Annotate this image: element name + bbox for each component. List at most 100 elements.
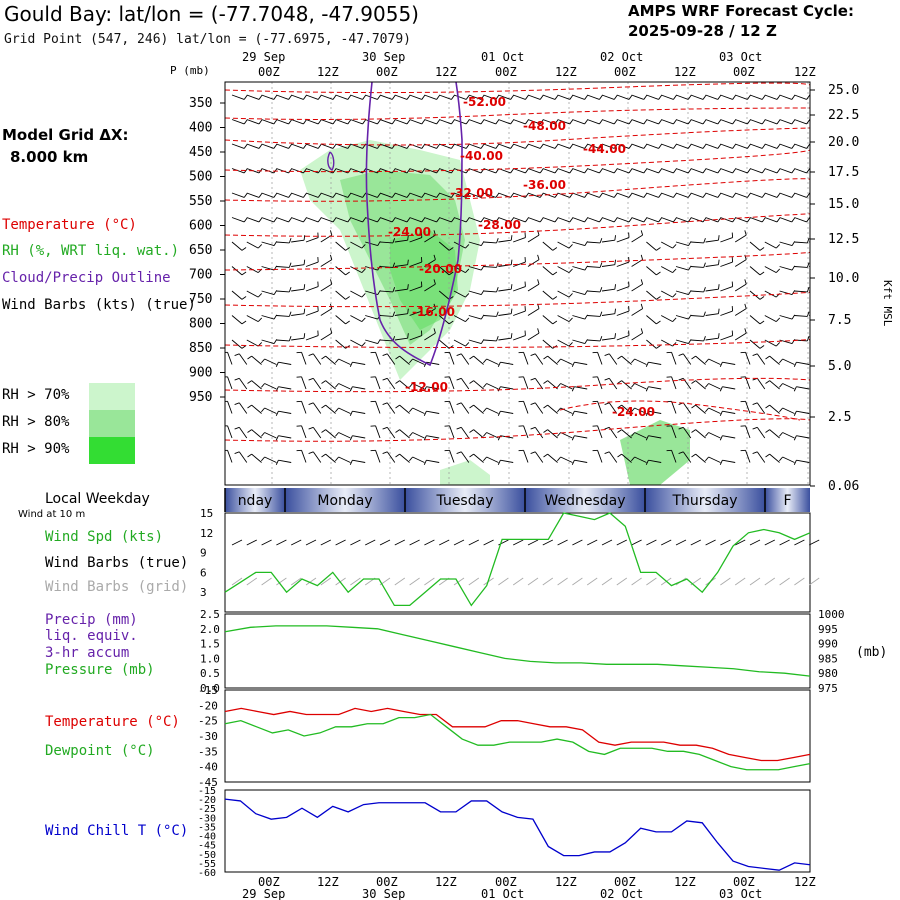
wind-barb-flag <box>640 328 644 334</box>
wind-barb-flag <box>234 402 240 405</box>
wind-barb-flag <box>614 308 616 314</box>
wind-barb <box>375 450 381 463</box>
wind-barb-flag <box>673 217 677 223</box>
wind-barb-flag <box>510 168 514 174</box>
wind-barb-flag <box>613 95 618 100</box>
wind-barb-flag <box>465 119 470 125</box>
wind-barb-flag <box>672 293 677 298</box>
wind-barb <box>453 339 466 347</box>
wind-barb-flag <box>687 144 692 149</box>
wind-barb <box>424 308 436 316</box>
wind-barb <box>720 335 733 341</box>
wind-barb-flag <box>456 402 462 405</box>
wind-barb <box>498 217 511 223</box>
wind-barb <box>722 435 736 439</box>
precip-tick-label: 2.0 <box>200 623 220 636</box>
wind-barb-flag <box>510 144 514 149</box>
wind-barb-flag <box>599 95 603 100</box>
temperature-contour <box>225 82 810 94</box>
wind-barb <box>394 168 408 174</box>
wind-barb <box>769 355 780 365</box>
wind-barb <box>375 425 381 439</box>
wind-barb <box>708 432 721 439</box>
wind-barb <box>796 459 810 463</box>
wind-barb-flag <box>678 451 684 454</box>
wind-barb <box>291 313 305 316</box>
temperature2-label: Temperature (°C) <box>45 714 180 730</box>
wind-barb-flag <box>361 317 366 322</box>
temp-tick-label: -25 <box>198 715 218 728</box>
wind-barb-flag <box>497 362 501 367</box>
top-hour-label: 00Z <box>614 65 636 79</box>
temperature-contour-label: -20.00 <box>419 262 462 276</box>
wind-barb <box>386 451 396 463</box>
wind-barb-flag <box>776 168 781 174</box>
precip-tick-label: 1.0 <box>200 652 220 665</box>
wind-barb-flag <box>382 402 388 405</box>
wind-barb <box>312 402 322 414</box>
wind-barb-flag <box>821 218 824 222</box>
wind-barb <box>338 456 351 463</box>
wind-barb-flag <box>793 386 797 392</box>
wind-barb <box>350 315 363 323</box>
wind-barb <box>483 241 497 244</box>
wind-barb-flag <box>759 247 765 251</box>
wind-barb <box>386 353 396 365</box>
wind-barb-flag <box>510 95 514 100</box>
wind-barb <box>449 401 455 414</box>
wind-barb-flag <box>571 362 575 367</box>
pressure-axis-title: P (mb) <box>170 64 210 77</box>
wind-barb <box>601 264 615 267</box>
wind-barb <box>409 261 422 267</box>
wind-barb-flag <box>613 119 618 125</box>
wind-barb <box>438 266 450 276</box>
wind-barb-flag <box>469 429 474 433</box>
wind-barb <box>291 337 305 341</box>
wind-barb-flag <box>273 339 278 344</box>
wind-barb-flag <box>382 426 388 430</box>
wind-barb-flag <box>247 429 252 433</box>
wind-barb-flag <box>321 380 326 384</box>
wind-barb-flag <box>687 193 692 198</box>
wind-barb-flag <box>332 217 337 223</box>
wind-barb <box>350 290 363 298</box>
wind-barb <box>756 378 766 390</box>
wind-barb <box>338 432 351 439</box>
wind-barb <box>350 143 363 149</box>
wind-barb-flag <box>599 168 603 174</box>
wind-barb <box>705 288 719 292</box>
wind-barb-grid <box>246 577 258 586</box>
wind-barb <box>523 401 529 414</box>
wind-barb-flag <box>317 144 322 149</box>
wind-barb-grid <box>794 577 805 586</box>
wind-barb <box>246 315 259 323</box>
wind-barb <box>438 339 450 349</box>
wind-barb-flag <box>569 119 574 125</box>
wind-barb <box>690 143 704 149</box>
wind-barb-flag <box>821 95 824 99</box>
pressure-tick-label: 350 <box>189 96 212 111</box>
cloud-outline <box>365 82 463 367</box>
windchill-line <box>224 798 811 871</box>
wind-barb <box>764 241 777 249</box>
wind-barb-flag <box>718 235 720 241</box>
weekday-label: Wednesday <box>544 493 625 509</box>
wind-barb <box>695 404 706 414</box>
wind-barb-flag <box>456 353 462 356</box>
wind-barb <box>690 290 704 293</box>
wind-barb-flag <box>332 193 337 198</box>
rh90-region <box>390 230 458 330</box>
wind-barb <box>412 383 425 390</box>
wind-barb <box>251 380 262 390</box>
wind-barb <box>527 259 540 267</box>
wind-tick-label: 9 <box>200 547 207 560</box>
wind-barb-flag <box>747 193 751 198</box>
wind-barb <box>438 290 450 300</box>
wind-barb-true <box>690 539 702 546</box>
wind-barb <box>439 192 452 198</box>
wind-barb <box>547 429 558 439</box>
wind-barb-flag <box>543 453 548 458</box>
wind-barb <box>238 402 248 414</box>
wind-barb <box>749 119 763 125</box>
wind-barb <box>705 192 718 198</box>
